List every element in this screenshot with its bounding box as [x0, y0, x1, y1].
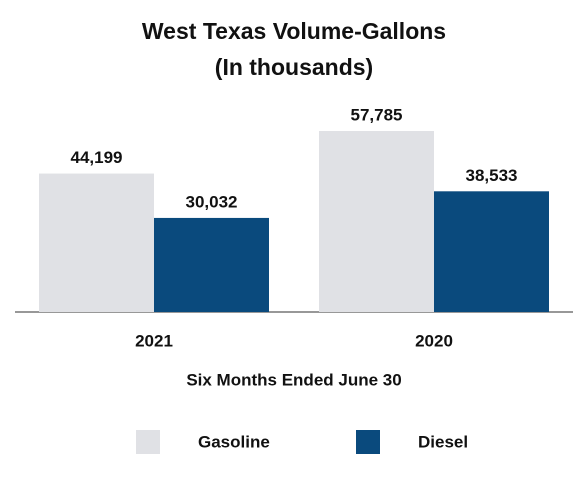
- data-label: 38,533: [466, 166, 518, 185]
- bar: [434, 191, 549, 312]
- bar: [154, 217, 269, 312]
- x-tick-label: 2020: [415, 331, 453, 350]
- bar: [39, 173, 154, 312]
- x-axis-label: Six Months Ended June 30: [186, 370, 401, 389]
- x-tick-label: 2021: [135, 331, 173, 350]
- legend-label: Gasoline: [198, 432, 270, 451]
- bar: [319, 131, 434, 312]
- data-label: 57,785: [351, 105, 403, 124]
- chart-subtitle: (In thousands): [215, 54, 373, 80]
- legend-swatch: [356, 430, 380, 454]
- data-label: 30,032: [186, 192, 238, 211]
- data-label: 44,199: [71, 148, 123, 167]
- chart-title: West Texas Volume-Gallons: [142, 18, 446, 44]
- legend-label: Diesel: [418, 432, 468, 451]
- legend-swatch: [136, 430, 160, 454]
